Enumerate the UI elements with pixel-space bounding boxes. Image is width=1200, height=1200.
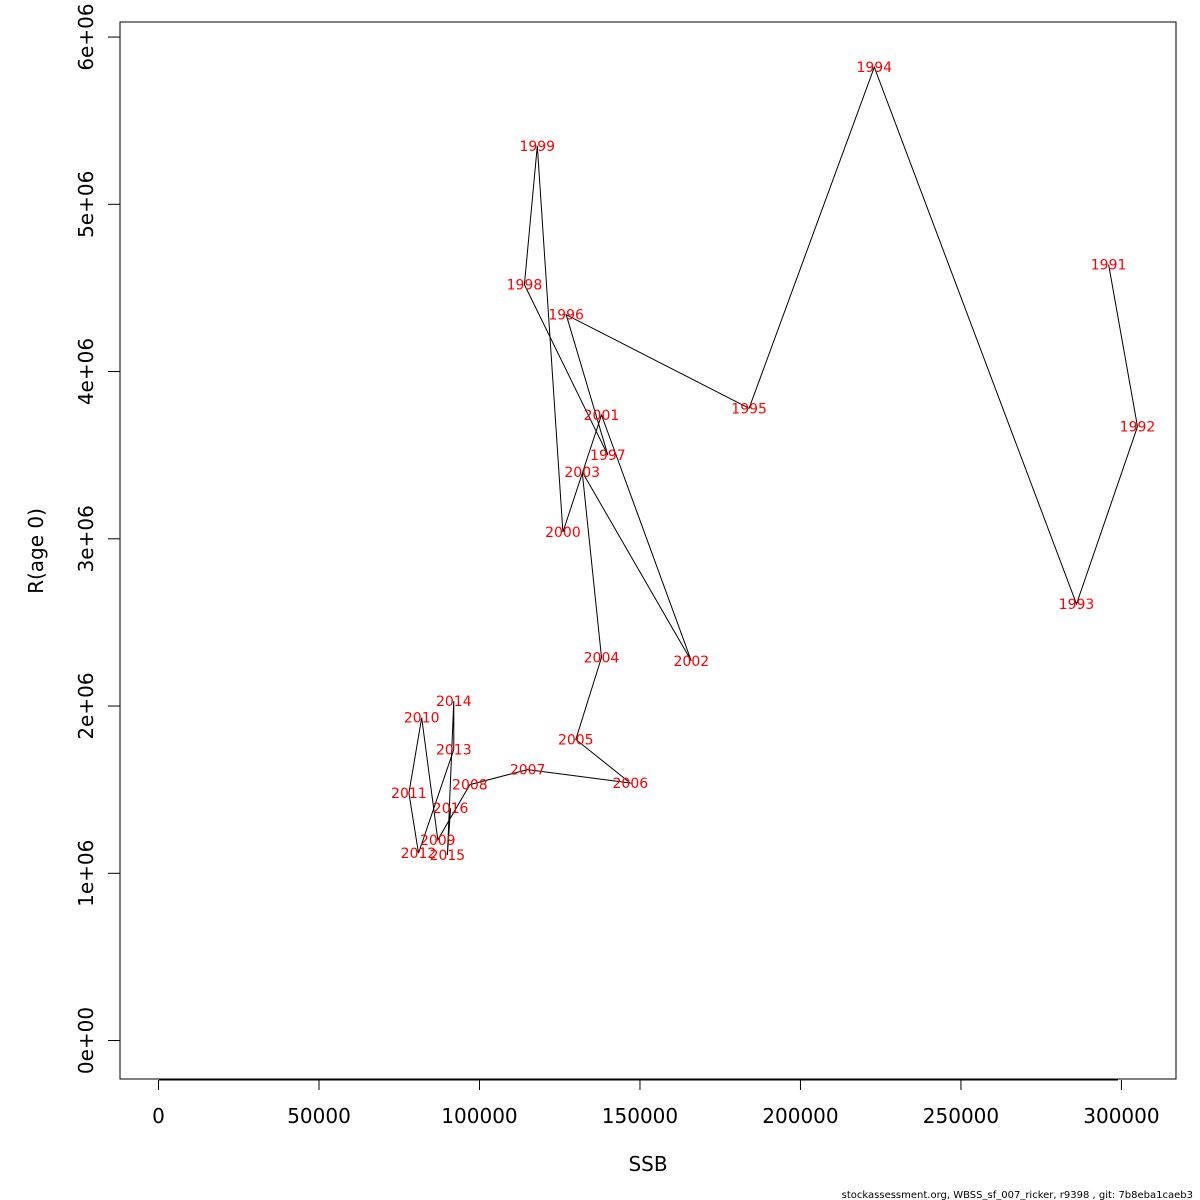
ssb-recruitment-path [408, 65, 1139, 855]
year-label-2013: 2013 [436, 743, 472, 759]
x-tick-label: 100000 [441, 1104, 517, 1128]
plot-frame [119, 21, 1177, 1080]
year-label-1992: 1992 [1120, 420, 1156, 436]
y-axis-ticks: 0e+00 1e+06 2e+06 3e+06 4e+06 5e+06 6e+06 [74, 3, 120, 1074]
year-label-1993: 1993 [1059, 597, 1095, 613]
year-label-2006: 2006 [613, 776, 649, 792]
year-label-1991: 1991 [1091, 258, 1127, 274]
year-label-1995: 1995 [731, 401, 767, 417]
year-label-2010: 2010 [404, 711, 440, 727]
y-tick-label: 2e+06 [74, 672, 98, 739]
year-label-2001: 2001 [584, 408, 620, 424]
year-label-2011: 2011 [391, 786, 427, 802]
year-label-2016: 2016 [433, 801, 469, 817]
year-label-1999: 1999 [519, 139, 555, 155]
year-label-2000: 2000 [545, 525, 581, 541]
year-label-1998: 1998 [507, 278, 543, 294]
x-axis-title: SSB [628, 1152, 667, 1176]
x-axis-ticks: 0 50000 100000 150000 200000 250000 300000 [152, 1080, 1160, 1128]
year-label-2004: 2004 [584, 651, 620, 667]
x-tick-label: 300000 [1083, 1104, 1159, 1128]
year-label-2002: 2002 [674, 654, 710, 670]
x-tick-label: 0 [152, 1104, 165, 1128]
year-labels: 1991 1992 1993 1994 1995 1996 1997 1998 1999 2000… [391, 60, 1155, 864]
year-label-2008: 2008 [452, 778, 488, 794]
year-label-2014: 2014 [436, 694, 472, 710]
year-label-2005: 2005 [558, 732, 594, 748]
year-label-1996: 1996 [548, 308, 584, 324]
year-label-2009: 2009 [420, 833, 456, 849]
year-label-2003: 2003 [564, 465, 600, 481]
y-tick-label: 0e+00 [74, 1007, 98, 1074]
y-tick-label: 6e+06 [74, 3, 98, 70]
year-label-2007: 2007 [510, 763, 546, 779]
y-tick-label: 3e+06 [74, 505, 98, 572]
y-tick-label: 4e+06 [74, 338, 98, 405]
year-label-1997: 1997 [590, 448, 626, 464]
year-label-2012: 2012 [401, 846, 437, 862]
x-tick-label: 250000 [923, 1104, 999, 1128]
x-tick-label: 50000 [287, 1104, 351, 1128]
y-tick-label: 1e+06 [74, 840, 98, 907]
y-axis-title: R(age 0) [24, 508, 48, 594]
x-tick-label: 150000 [602, 1104, 678, 1128]
year-label-1994: 1994 [856, 60, 892, 76]
x-tick-label: 200000 [762, 1104, 838, 1128]
y-tick-label: 5e+06 [74, 171, 98, 238]
year-label-2015: 2015 [430, 848, 466, 864]
footer-note: stockassessment.org, WBSS_sf_007_ricker,… [842, 1190, 1193, 1200]
